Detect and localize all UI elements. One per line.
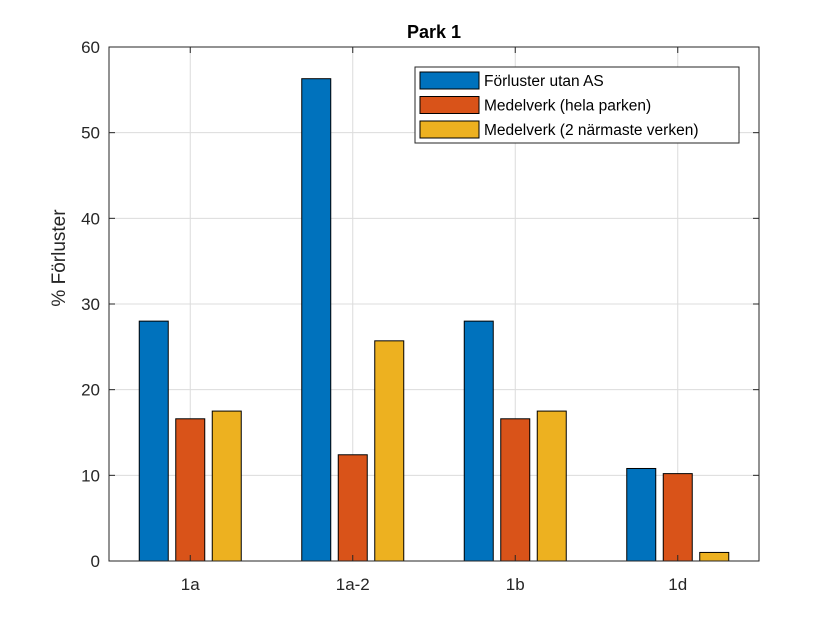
x-tick-label: 1a (181, 575, 200, 594)
legend-swatch (419, 71, 480, 90)
x-tick-label: 1a-2 (336, 575, 370, 594)
legend-swatch (419, 120, 480, 139)
y-tick-label: 10 (81, 466, 100, 485)
y-tick-label: 30 (81, 295, 100, 314)
x-tick-label: 1b (506, 575, 525, 594)
bar-1d-series-1 (626, 467, 657, 562)
y-tick-label: 0 (91, 552, 100, 571)
bar-1a-series-1 (138, 320, 169, 562)
legend-label: Medelverk (2 närmaste verken) (484, 122, 699, 139)
y-axis-label: % Förluster (49, 209, 70, 307)
bar-1a-series-3 (211, 410, 242, 562)
bar-1b-series-1 (463, 320, 494, 562)
bars (138, 78, 730, 562)
bar-1a-2-series-1 (301, 78, 332, 562)
bar-1b-series-3 (536, 410, 567, 562)
legend-swatch (419, 96, 480, 114)
x-axis: 1a 1a-2 1b 1d (181, 47, 687, 594)
bar-1d-series-3 (699, 551, 730, 562)
x-tick-label: 1d (668, 575, 687, 594)
y-tick-label: 60 (81, 38, 100, 57)
bar-1d-series-2 (662, 473, 693, 562)
bar-1a-series-2 (175, 418, 206, 562)
chart-title: Park 1 (407, 22, 461, 42)
y-axis: 0 10 20 30 40 50 60 (81, 38, 759, 571)
bar-1a-2-series-2 (337, 454, 368, 562)
legend-label: Medelverk (hela parken) (484, 98, 651, 115)
y-tick-label: 40 (81, 209, 100, 228)
bar-1a-2-series-3 (374, 340, 405, 562)
legend-label: Förluster utan AS (484, 73, 604, 90)
bar-1b-series-2 (500, 418, 531, 562)
y-tick-label: 50 (81, 124, 100, 143)
y-tick-label: 20 (81, 381, 100, 400)
legend: Förluster utan AS Medelverk (hela parken)… (414, 66, 740, 144)
